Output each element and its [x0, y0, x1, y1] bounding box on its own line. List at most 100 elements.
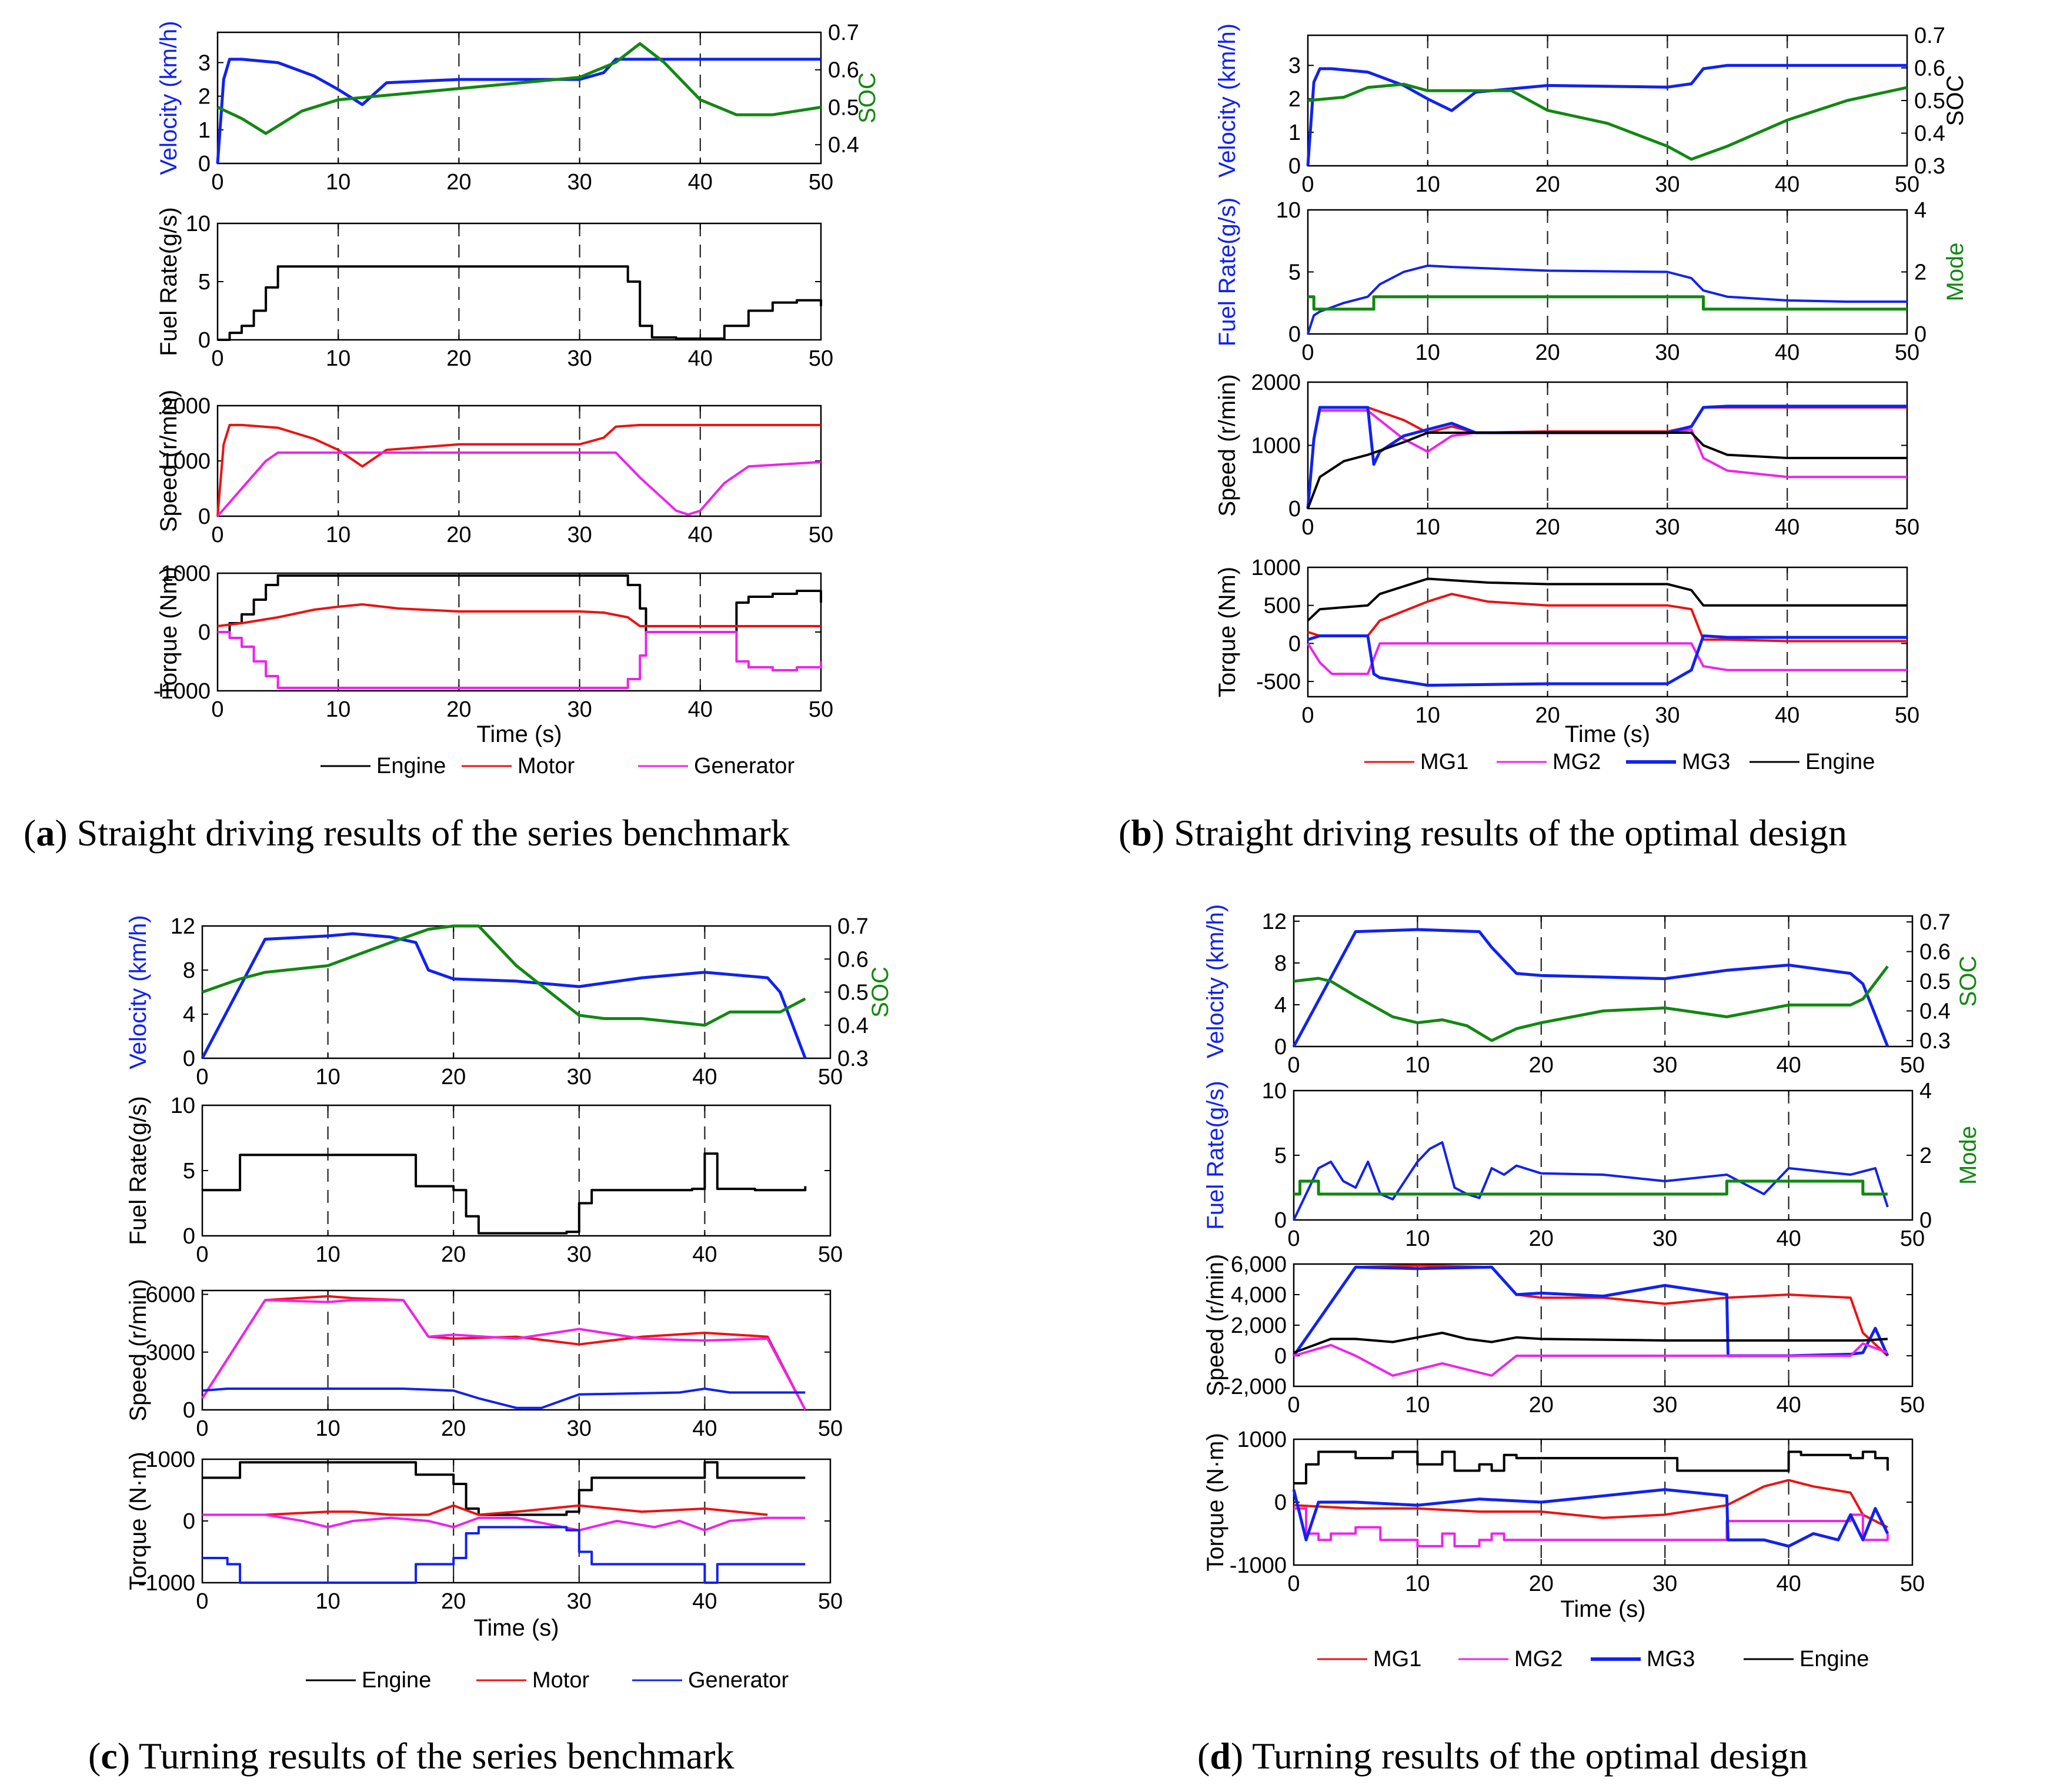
x-tick-label: 10	[315, 1242, 340, 1267]
series-line-mg1	[1293, 1479, 1888, 1529]
x-tick-label: 0	[1301, 515, 1314, 540]
y2-tick-label: 0.3	[1919, 1029, 1951, 1054]
y-tick-label: 2000	[161, 394, 211, 419]
x-tick-label: 40	[1775, 515, 1799, 540]
x-tick-label: 10	[315, 1065, 340, 1089]
series-line-mg3	[1306, 404, 1907, 509]
x-axis-label: Time (s)	[1560, 1596, 1645, 1622]
y-tick-label: 1000	[161, 449, 211, 474]
series-line-engine	[1294, 1450, 1889, 1485]
legend-label: Engine	[376, 754, 446, 778]
y2-tick-label: 0.3	[837, 1047, 869, 1071]
x-tick-label: 10	[1405, 1393, 1430, 1417]
x-tick-label: 30	[1652, 1572, 1677, 1596]
x-tick-label: 20	[1535, 340, 1560, 365]
x-tick-label: 50	[809, 523, 833, 547]
x-tick-label: 50	[1895, 172, 1919, 197]
y2-tick-label: 4	[1914, 198, 1927, 223]
x-axis-label: Time (s)	[476, 721, 562, 747]
panel-c-2: 0 10 20 30 40 50 0 5 10 Fuel Rate(g/s)	[125, 1094, 843, 1267]
y2-axis-label: SOC	[867, 967, 893, 1018]
x-tick-label: 40	[692, 1416, 717, 1441]
plot-frame	[216, 404, 822, 517]
x-tick-label: 20	[1535, 515, 1560, 540]
x-tick-label: 20	[1535, 172, 1560, 197]
series-line-generator	[201, 1299, 807, 1410]
y2-tick-label: 0.4	[1919, 999, 1951, 1024]
y-tick-label: 3	[198, 51, 211, 75]
x-tick-label: 50	[1900, 1572, 1925, 1596]
caption-b: (b) Straight driving results of the opti…	[1119, 812, 1847, 854]
legend-label: MG1	[1420, 750, 1468, 774]
caption-d: (d) Turning results of the optimal desig…	[1197, 1735, 1808, 1777]
x-tick-label: 30	[567, 1242, 592, 1267]
x-tick-label: 30	[1652, 1393, 1677, 1417]
y-axis-label: Velocity (km/h)	[1203, 904, 1228, 1058]
x-tick-label: 40	[1776, 1226, 1801, 1251]
y2-tick-label: 2	[1914, 260, 1927, 285]
series-line-mg2	[1294, 1507, 1889, 1547]
panel-c-1: 0 10 20 30 40 50 0 4 8 12 0.3 0.4 0.5 0.6 0.7 SOC Veloci…	[125, 914, 893, 1089]
y-tick-label: 0	[1274, 1208, 1287, 1233]
y-tick-label: 0	[1288, 154, 1301, 179]
x-tick-label: 10	[326, 697, 350, 722]
legend-label: Generator	[694, 754, 794, 778]
y2-tick-label: 0.6	[828, 58, 859, 83]
plot-frame	[1293, 1263, 1914, 1388]
series-line-mg1	[1293, 1264, 1889, 1357]
y-tick-label: 3000	[145, 1340, 195, 1365]
series-line-engine	[1307, 577, 1907, 622]
y-tick-label: 500	[1264, 594, 1301, 618]
plot-frame	[1293, 915, 1914, 1048]
x-tick-label: 0	[211, 170, 223, 195]
y-tick-label: 0	[198, 620, 211, 645]
x-tick-label: 40	[688, 170, 713, 195]
x-tick-label: 0	[1301, 340, 1314, 365]
x-tick-label: 20	[446, 697, 471, 722]
y-axis-label: Fuel Rate(g/s)	[1203, 1081, 1228, 1229]
x-tick-label: 50	[818, 1242, 843, 1267]
series-line-generator	[202, 1526, 806, 1584]
y2-tick-label: 2	[1919, 1144, 1932, 1168]
y-tick-label: 1	[198, 118, 211, 143]
series-line-mg3	[1307, 634, 1907, 687]
y-tick-label: 0	[1288, 322, 1301, 347]
y-tick-label: 0	[1288, 631, 1301, 656]
plot-frame	[1293, 1089, 1914, 1221]
y2-tick-label: 0.7	[1914, 24, 1945, 48]
y-tick-label: -2,000	[1223, 1375, 1287, 1399]
subfigure-b: 0 10 20 30 40 5001230.30.40.50.60.7SOCVelocit…	[1214, 24, 1968, 774]
y-tick-label: 1000	[1237, 1427, 1287, 1452]
y2-tick-label: 0.7	[828, 21, 859, 45]
y-tick-label: 8	[1274, 951, 1287, 976]
x-tick-label: 20	[441, 1416, 466, 1441]
y-tick-label: 5	[1288, 260, 1301, 285]
series-line-fuel	[218, 265, 822, 341]
y-tick-label: 0	[1274, 1035, 1287, 1059]
legend-label: MG3	[1647, 1647, 1695, 1671]
y-tick-label: 0	[183, 1224, 195, 1249]
y-tick-label: 1000	[161, 561, 211, 586]
x-tick-label: 50	[1900, 1053, 1925, 1078]
series-line-motor	[202, 1504, 768, 1516]
series-line-velocity	[1292, 928, 1889, 1048]
subfigure-d: 0 10 20 30 40 50048120.30.40.50.60.7SOCVeloci…	[1203, 904, 1981, 1671]
y-tick-label: -1000	[138, 1571, 195, 1596]
x-tick-label: 20	[1529, 1572, 1554, 1596]
x-tick-label: 30	[1655, 340, 1680, 365]
y-tick-label: 4,000	[1231, 1283, 1287, 1308]
x-tick-label: 0	[196, 1416, 208, 1441]
x-tick-label: 20	[446, 170, 471, 195]
series-line-mg2	[1307, 642, 1907, 676]
y-axis-label: Speed (r/min)	[1214, 374, 1240, 516]
y-tick-label: 5	[183, 1159, 195, 1183]
x-tick-label: 0	[196, 1589, 208, 1614]
x-tick-label: 40	[1776, 1053, 1801, 1078]
x-tick-label: 10	[1405, 1053, 1430, 1078]
y-tick-label: -1000	[1230, 1553, 1287, 1578]
x-tick-label: 0	[1287, 1572, 1300, 1596]
legend-label: MG3	[1682, 750, 1730, 774]
